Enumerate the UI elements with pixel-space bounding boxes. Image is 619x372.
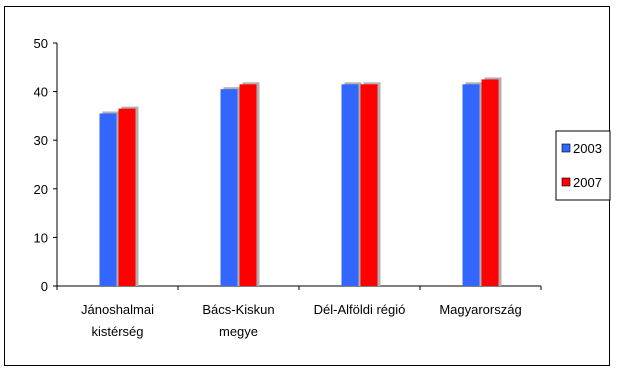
y-tick-label: 10 — [34, 230, 48, 245]
bar-2003 — [99, 113, 117, 286]
legend-label-2003: 2003 — [573, 141, 602, 156]
x-tick-label: megye — [219, 324, 258, 339]
x-tick-label: kistérség — [91, 324, 143, 339]
y-tick-label: 40 — [34, 85, 48, 100]
bar-2003 — [341, 84, 359, 286]
y-tick-label: 0 — [41, 279, 48, 294]
bar-2007 — [481, 79, 499, 286]
bar-2003 — [220, 89, 238, 286]
x-tick-label: Magyarország — [439, 302, 521, 317]
y-tick-label: 30 — [34, 133, 48, 148]
legend-swatch-2003 — [561, 143, 571, 153]
y-tick-label: 50 — [34, 36, 48, 51]
bar-2003 — [462, 84, 480, 286]
bar-2007 — [239, 84, 257, 286]
x-tick-label: Dél-Alföldi régió — [314, 302, 406, 317]
bar-2007 — [118, 108, 136, 286]
y-tick-label: 20 — [34, 182, 48, 197]
legend-box — [555, 130, 611, 201]
bar-2007 — [360, 84, 378, 286]
x-tick-label: Jánoshalmai — [81, 302, 154, 317]
legend-swatch-2007 — [561, 177, 571, 187]
x-tick-label: Bács-Kiskun — [202, 302, 274, 317]
legend-label-2007: 2007 — [573, 175, 602, 190]
